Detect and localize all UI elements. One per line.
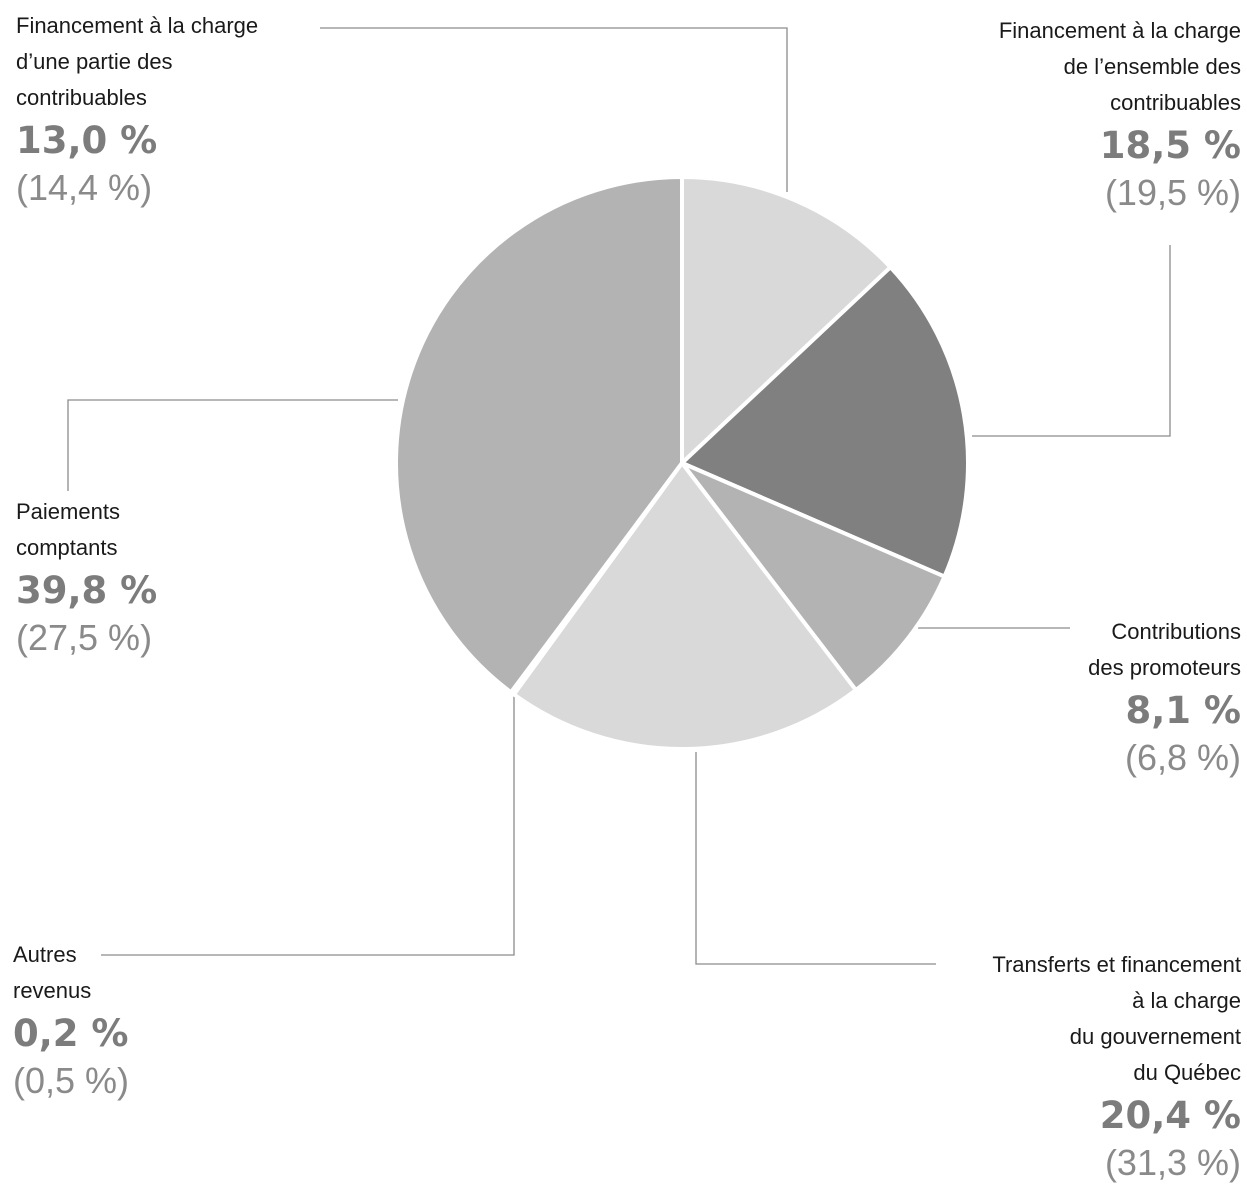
leader-line-0: [320, 27, 788, 192]
slice-previous-4: (0,5 %): [13, 1060, 130, 1101]
leader-line-4: [101, 696, 515, 956]
pie-slice-0: [680, 175, 893, 465]
pie-slice-3: [511, 461, 858, 751]
pie-slice-2: [680, 461, 947, 693]
slice-value-3: 20,4 %: [1099, 1094, 1241, 1137]
leader-lines: [67, 27, 1171, 965]
slice-label-3: Transferts et financement à la charge du…: [931, 947, 1241, 1185]
pie-slices: [393, 175, 970, 751]
slice-name-0: Financement à la charge d’une partie des…: [16, 13, 259, 110]
slice-name-5: Paiements comptants: [16, 499, 120, 560]
pie-slice-1: [680, 265, 970, 579]
slice-label-1: Financement à la charge de l’ensemble de…: [931, 13, 1241, 215]
slice-previous-1: (19,5 %): [1104, 172, 1241, 213]
slice-label-2: Contributions des promoteurs 8,1 % (6,8 …: [991, 614, 1241, 780]
slice-value-0: 13,0 %: [16, 119, 158, 162]
slice-value-2: 8,1 %: [1125, 689, 1242, 732]
slice-label-5: Paiements comptants 39,8 % (27,5 %): [16, 494, 236, 660]
slice-previous-2: (6,8 %): [1124, 737, 1241, 778]
slice-previous-3: (31,3 %): [1104, 1142, 1241, 1183]
slice-label-0: Financement à la charge d’une partie des…: [16, 8, 316, 210]
slice-previous-0: (14,4 %): [16, 167, 153, 208]
slice-name-4: Autres revenus: [13, 942, 92, 1003]
slice-name-2: Contributions des promoteurs: [1088, 619, 1241, 680]
slice-previous-5: (27,5 %): [16, 617, 153, 658]
pie-slice-5: [393, 175, 684, 695]
leader-line-5: [67, 399, 398, 491]
slice-name-3: Transferts et financement à la charge du…: [992, 952, 1241, 1085]
slice-name-1: Financement à la charge de l’ensemble de…: [998, 18, 1241, 115]
leader-line-3: [695, 752, 936, 965]
slice-value-5: 39,8 %: [16, 569, 158, 612]
slice-value-1: 18,5 %: [1099, 124, 1241, 167]
slice-label-4: Autres revenus 0,2 % (0,5 %): [13, 937, 213, 1103]
leader-line-1: [972, 245, 1171, 437]
slice-value-4: 0,2 %: [13, 1012, 129, 1055]
